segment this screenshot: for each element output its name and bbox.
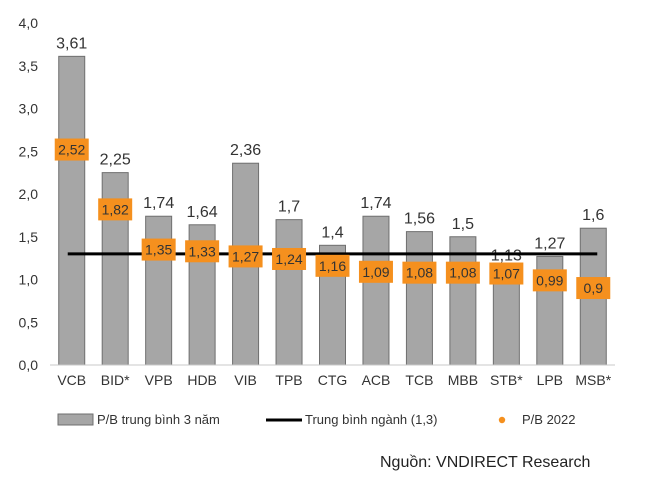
pb-2022-value-label: 1,16 [319, 258, 346, 274]
x-tick-label: VPB [145, 372, 173, 388]
bar-value-label: 1,74 [360, 195, 391, 212]
pb-2022-point [532, 269, 567, 292]
y-tick-label: 3,5 [19, 58, 39, 74]
x-tick-label: STB* [490, 372, 523, 388]
bar-value-label: 1,6 [582, 207, 604, 224]
bar [275, 219, 303, 366]
x-axis: VCB BID* VPB HDB VIB TPB CTG ACB TCB MBB STB* LPB MS… [50, 364, 615, 388]
x-tick-label: BID* [101, 372, 130, 388]
x-tick-label: CTG [318, 372, 348, 388]
legend-point-label: P/B 2022 [522, 412, 576, 427]
pb-2022-point [98, 198, 133, 221]
y-tick-label: 2,0 [19, 186, 39, 202]
y-axis: 0,0 0,5 1,0 1,5 2,0 2,5 3,0 3,5 4,0 [19, 15, 39, 373]
pb-2022-value-label: 1,82 [102, 201, 129, 217]
x-tick-label: MSB* [575, 372, 611, 388]
pb-2022-point [402, 261, 437, 284]
pb-2022-value-label: 0,99 [536, 272, 563, 288]
pb-2022-point [576, 277, 611, 300]
bar-value-label: 1,13 [491, 247, 522, 264]
pb-2022-point [185, 240, 220, 263]
pb-2022-point [445, 261, 480, 284]
bar-value-label: 2,36 [230, 142, 261, 159]
bar [362, 215, 390, 366]
pb-2022-value-label: 1,08 [449, 265, 476, 281]
legend-point-swatch [498, 416, 506, 424]
pb-2022-point [54, 138, 89, 161]
y-tick-label: 1,0 [19, 272, 39, 288]
pb-2022-value-label: 1,09 [362, 264, 389, 280]
pb-2022-point [315, 254, 350, 277]
pb-2022-point [272, 247, 307, 270]
bar [145, 215, 173, 366]
pb-2022-series: 2,52 1,82 1,35 1,33 1,27 1,24 1,16 1,09 1,08 1,08… [54, 138, 611, 300]
pb-2022-value-label: 1,33 [188, 243, 215, 259]
pb-2022-value-label: 2,52 [58, 142, 85, 158]
bar-value-label: 1,7 [278, 199, 300, 216]
pb-2022-point [141, 238, 176, 261]
bar-series: 3,61 2,25 1,74 1,64 2,36 1,7 1,4 1,74 1,56 1,5 1,1… [56, 35, 607, 366]
y-tick-label: 4,0 [19, 15, 39, 31]
legend-bar-swatch [57, 413, 94, 426]
legend: P/B trung bình 3 năm Trung bình ngành (1,… [57, 412, 576, 427]
y-tick-label: 0,5 [19, 314, 39, 330]
x-tick-label: TPB [275, 372, 302, 388]
bar-value-label: 1,64 [187, 204, 218, 221]
pb-2022-value-label: 1,08 [406, 265, 433, 281]
legend-bar-label: P/B trung bình 3 năm [97, 412, 220, 427]
x-tick-label: LPB [537, 372, 563, 388]
pb-2022-value-label: 0,9 [584, 280, 604, 296]
pb-2022-value-label: 1,27 [232, 248, 259, 264]
bar-value-label: 1,27 [534, 235, 565, 252]
y-tick-label: 1,5 [19, 229, 39, 245]
pb-2022-point [489, 262, 524, 285]
x-tick-label: HDB [187, 372, 217, 388]
pb-2022-value-label: 1,24 [275, 251, 302, 267]
x-tick-label: MBB [448, 372, 478, 388]
pb-2022-value-label: 1,35 [145, 242, 172, 258]
x-tick-label: VCB [57, 372, 86, 388]
y-tick-label: 2,5 [19, 143, 39, 159]
bar-value-label: 1,5 [452, 216, 474, 233]
legend-line-label: Trung bình ngành (1,3) [305, 412, 438, 427]
pb-2022-value-label: 1,07 [493, 266, 520, 282]
x-tick-label: ACB [362, 372, 391, 388]
bar-value-label: 1,56 [404, 211, 435, 228]
bar-value-label: 1,74 [143, 195, 174, 212]
source-note: Nguồn: VNDIRECT Research [380, 454, 591, 471]
x-tick-label: TCB [405, 372, 433, 388]
bar [58, 55, 86, 366]
x-tick-label: VIB [234, 372, 257, 388]
pb-2022-point [228, 245, 263, 268]
bar-value-label: 2,25 [100, 152, 131, 169]
bar-value-label: 3,61 [56, 35, 87, 52]
bar [449, 236, 477, 366]
bar [405, 231, 433, 366]
pb-2022-point [358, 260, 393, 283]
bar-value-label: 1,4 [321, 224, 343, 241]
y-tick-label: 3,0 [19, 101, 39, 117]
y-tick-label: 0,0 [19, 357, 39, 373]
